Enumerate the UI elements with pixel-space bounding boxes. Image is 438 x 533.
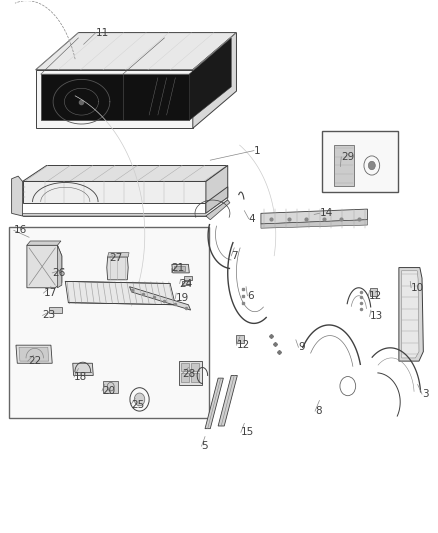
Polygon shape [399, 268, 424, 361]
Polygon shape [27, 241, 61, 245]
Bar [174, 266, 185, 271]
Text: 17: 17 [43, 288, 57, 298]
Polygon shape [370, 288, 377, 296]
Text: 12: 12 [368, 291, 381, 301]
Text: 23: 23 [42, 310, 56, 320]
Polygon shape [218, 375, 237, 426]
Polygon shape [27, 245, 62, 288]
Polygon shape [205, 378, 223, 429]
Text: 20: 20 [102, 386, 115, 396]
Polygon shape [73, 364, 93, 375]
Polygon shape [57, 245, 62, 288]
Polygon shape [184, 276, 192, 280]
Text: 5: 5 [201, 441, 208, 451]
Text: 7: 7 [231, 251, 238, 261]
Circle shape [134, 393, 145, 406]
Polygon shape [35, 70, 193, 128]
Text: 25: 25 [131, 400, 144, 410]
Circle shape [368, 161, 375, 169]
Text: 16: 16 [14, 225, 27, 236]
Polygon shape [261, 209, 367, 224]
Polygon shape [65, 281, 175, 305]
Bar [181, 363, 189, 371]
Polygon shape [172, 264, 189, 273]
Bar [321, 131, 398, 192]
Bar [191, 373, 199, 382]
Polygon shape [41, 74, 189, 120]
Text: 9: 9 [298, 342, 305, 352]
Polygon shape [103, 381, 118, 393]
Text: 4: 4 [249, 214, 255, 224]
Polygon shape [179, 361, 202, 384]
Text: 1: 1 [254, 146, 261, 156]
Polygon shape [107, 257, 128, 280]
Text: 13: 13 [370, 311, 383, 321]
Polygon shape [193, 33, 237, 128]
Polygon shape [35, 33, 237, 70]
Polygon shape [206, 165, 228, 213]
Text: 27: 27 [109, 253, 122, 263]
Polygon shape [16, 345, 52, 364]
Text: 28: 28 [182, 369, 195, 379]
Text: 11: 11 [96, 28, 109, 38]
Text: 19: 19 [175, 293, 189, 303]
Text: 3: 3 [422, 389, 429, 399]
Polygon shape [49, 307, 62, 313]
Bar [181, 373, 189, 382]
Polygon shape [22, 165, 228, 181]
Polygon shape [108, 253, 129, 257]
Polygon shape [19, 348, 49, 361]
Polygon shape [206, 200, 230, 220]
Bar [182, 281, 190, 285]
Polygon shape [206, 187, 228, 213]
Bar [191, 363, 199, 371]
Text: 14: 14 [319, 208, 333, 219]
Text: 15: 15 [241, 427, 254, 438]
Text: 18: 18 [74, 372, 87, 382]
Polygon shape [334, 146, 354, 185]
Polygon shape [12, 176, 22, 216]
Text: 21: 21 [171, 263, 184, 272]
Text: 12: 12 [237, 340, 250, 350]
Polygon shape [261, 220, 367, 228]
Text: 29: 29 [341, 152, 354, 162]
Polygon shape [22, 181, 206, 203]
Text: 10: 10 [411, 283, 424, 293]
Text: 26: 26 [52, 268, 65, 278]
Text: 8: 8 [315, 406, 321, 416]
Bar [9, 227, 209, 418]
Text: 6: 6 [247, 290, 254, 301]
Polygon shape [22, 197, 228, 216]
Polygon shape [402, 271, 419, 358]
Text: 24: 24 [180, 279, 193, 288]
Polygon shape [130, 287, 191, 310]
Text: 22: 22 [28, 356, 41, 366]
Polygon shape [189, 38, 231, 120]
Polygon shape [236, 335, 244, 343]
